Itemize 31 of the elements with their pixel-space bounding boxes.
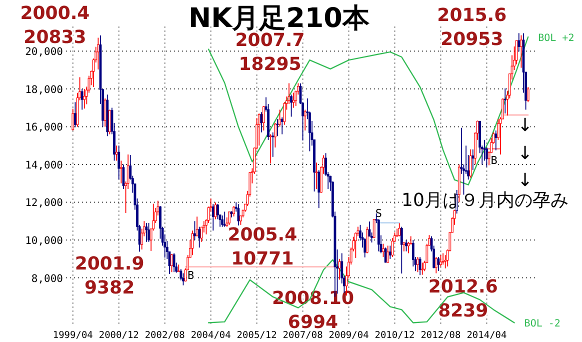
x-tick-label: 2004/04 [190,330,232,341]
x-tick-label: 2014/04 [466,330,508,341]
x-tick-label: 1999/04 [52,330,94,341]
x-tick-label: 2010/12 [374,330,415,341]
y-tick-label: 12,000 [25,197,63,210]
y-tick-label: 14,000 [25,159,63,172]
x-tick-label: 2012/08 [420,330,462,341]
annotation: 2001.9 9382 [74,253,144,298]
y-tick-label: 20,000 [25,46,63,58]
annotation: 2015.6 20953 [437,4,507,50]
annotation: B [188,268,195,282]
annotation: 2012.6 8239 [428,276,498,321]
y-tick-label: 10,000 [25,235,63,248]
x-tick-label: 2005/12 [236,330,277,341]
x-tick-label: 2007/08 [282,330,324,341]
annotation: 2000.4 20833 [20,2,90,48]
annotation: ↓ [517,170,533,190]
x-tick-label: 2000/12 [98,330,139,341]
y-tick-label: 16,000 [25,122,63,134]
series-label: BOL -2 [524,318,560,330]
y-tick-label: 18,000 [25,84,63,96]
annotation: S [375,206,382,220]
annotation: B [490,153,498,166]
x-tick-label: 2002/08 [144,330,186,341]
annotation: ↓ [517,142,533,164]
x-tick-label: 2009/04 [328,330,370,341]
annotation: ↓ [517,114,533,136]
chart-title: NK月足210本 [188,3,370,34]
annotation: 2005.4 10771 [228,224,298,269]
y-tick-label: 8,000 [31,272,63,285]
series-label: BOL +2 [538,32,574,44]
